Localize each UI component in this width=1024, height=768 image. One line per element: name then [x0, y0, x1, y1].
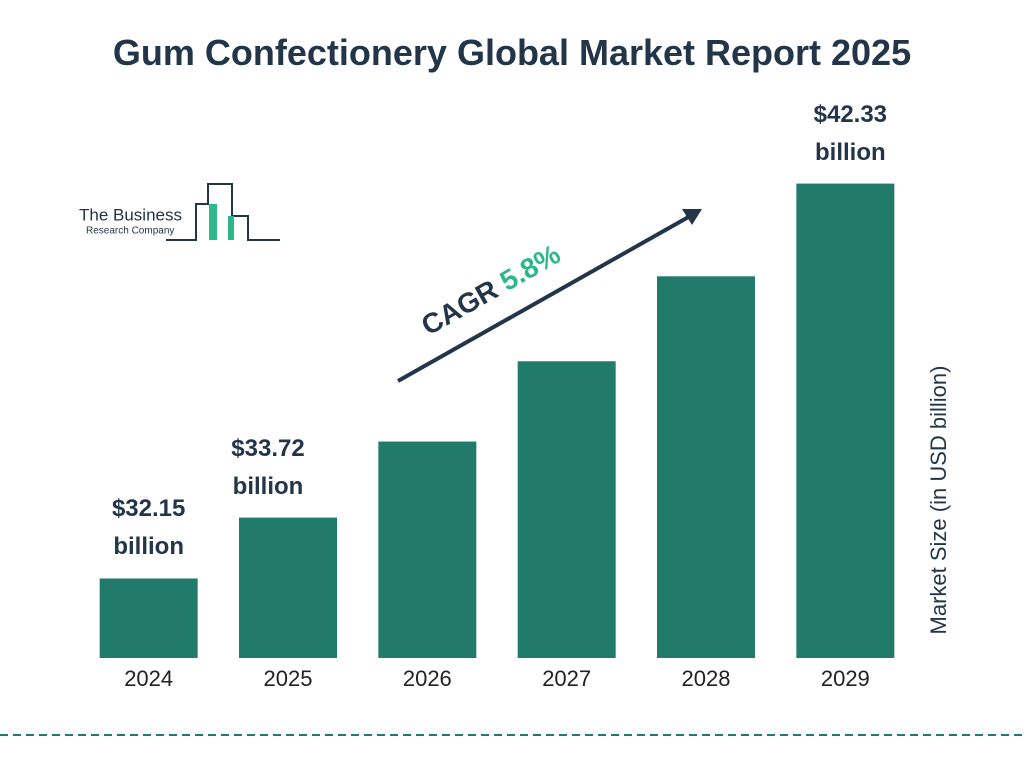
cagr-arrowhead: [682, 209, 702, 225]
bar: [239, 517, 337, 658]
logo-text: The Business: [79, 205, 182, 224]
x-tick-label: 2029: [821, 666, 870, 691]
y-axis-label: Market Size (in USD billion): [926, 366, 951, 635]
bar: [517, 361, 616, 658]
value-label: $32.15 billion: [111, 495, 186, 561]
x-tick-label: 2024: [124, 666, 173, 691]
logo-bar: [209, 204, 217, 240]
logo-bar: [228, 216, 234, 240]
bar: [99, 578, 198, 658]
cagr: CAGR 5.8%: [416, 239, 565, 342]
cagr-label: CAGR: [416, 274, 503, 342]
logo: [166, 183, 280, 241]
x-tick-label: 2028: [682, 666, 731, 691]
x-tick-label: 2026: [403, 666, 452, 691]
cagr-value: 5.8%: [495, 239, 566, 297]
logo-subtext: Research Company: [86, 226, 174, 237]
bar: [378, 441, 477, 658]
x-tick-label: 2027: [542, 666, 591, 691]
x-tick-label: 2025: [264, 666, 313, 691]
bar: [657, 276, 755, 658]
cagr-arrow: [397, 213, 693, 383]
value-label: $42.33 billion: [813, 100, 888, 166]
bar: [796, 183, 895, 658]
value-label: $33.72 billion: [231, 434, 305, 500]
chart-title: Gum Confectionery Global Market Report 2…: [112, 32, 912, 73]
logo-outline: [166, 183, 280, 241]
